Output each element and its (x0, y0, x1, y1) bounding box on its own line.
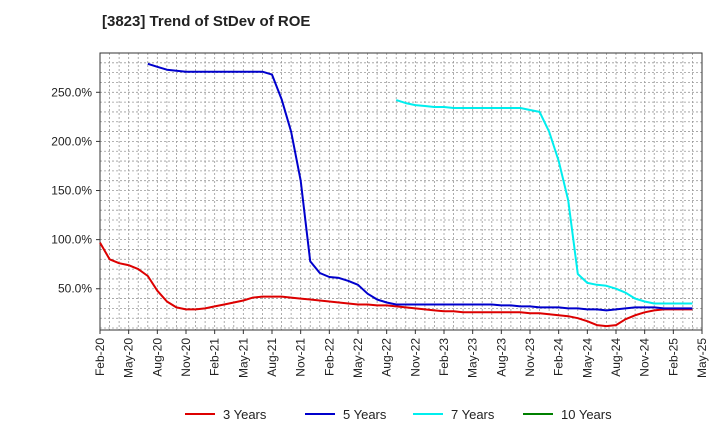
x-tick-label: Aug-23 (494, 338, 508, 377)
x-tick-label: Feb-25 (666, 338, 680, 376)
legend-label: 10 Years (561, 407, 612, 422)
x-tick-label: Nov-20 (179, 338, 193, 377)
x-tick-label: Aug-21 (265, 338, 279, 377)
legend-label: 5 Years (343, 407, 387, 422)
x-tick-label: Aug-20 (150, 338, 164, 377)
legend: 3 Years 5 Years 7 Years 10 Years (185, 407, 612, 422)
series-group (99, 62, 693, 328)
series-line-3-years (99, 242, 693, 328)
x-tick-label: Feb-22 (322, 338, 336, 376)
x-tick-label: Aug-24 (609, 338, 623, 377)
x-tick-label: Nov-24 (638, 338, 652, 377)
x-tick-label: Feb-23 (437, 338, 451, 376)
x-tick-label: Feb-20 (93, 338, 107, 376)
x-tick-label: Aug-22 (380, 338, 394, 377)
x-tick-label: May-23 (466, 338, 480, 378)
x-tick-labels: Feb-20 May-20 Aug-20 Nov-20 Feb-21 May-21 Aug-… (93, 330, 709, 378)
y-tick-label: 150.0% (51, 184, 92, 198)
x-tick-label: Nov-21 (294, 338, 308, 377)
y-tick-label: 100.0% (51, 233, 92, 247)
horizontal-gridlines (100, 62, 702, 329)
series-line-5-years (147, 62, 693, 312)
x-tick-label: Nov-23 (523, 338, 537, 377)
y-tick-labels: 50.0% 100.0% 150.0% 200.0% 250.0% (51, 85, 100, 296)
x-tick-label: May-25 (695, 338, 709, 378)
legend-label: 7 Years (451, 407, 495, 422)
chart-title: [3823] Trend of StDev of ROE (102, 13, 311, 30)
x-tick-label: May-22 (351, 338, 365, 378)
plot-border (99, 52, 703, 331)
x-tick-label: May-21 (236, 338, 250, 378)
y-tick-label: 200.0% (51, 134, 92, 148)
legend-label: 3 Years (223, 407, 267, 422)
series-line-7-years (395, 99, 693, 305)
x-tick-label: May-20 (122, 338, 136, 378)
x-tick-label: Feb-24 (552, 338, 566, 376)
x-tick-label: Nov-22 (408, 338, 422, 377)
plot-area (100, 53, 702, 330)
y-tick-label: 50.0% (58, 282, 92, 296)
x-tick-label: Feb-21 (208, 338, 222, 376)
x-tick-label: May-24 (580, 338, 594, 378)
y-tick-label: 250.0% (51, 85, 92, 99)
